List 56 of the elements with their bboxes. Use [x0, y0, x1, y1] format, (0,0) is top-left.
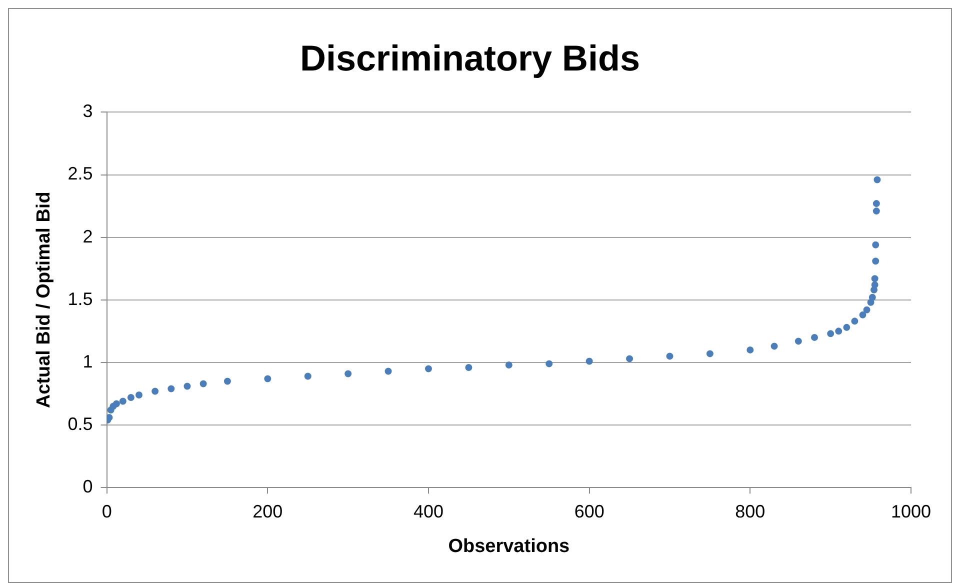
y-tick-label: 1: [82, 351, 93, 372]
point: [344, 370, 352, 378]
point: [872, 258, 880, 265]
chart-title: Discriminatory Bids: [300, 38, 640, 79]
point: [872, 241, 880, 248]
point: [135, 392, 142, 398]
point: [770, 342, 778, 350]
point: [384, 368, 392, 375]
point: [168, 385, 175, 392]
point: [746, 346, 754, 354]
point: [505, 361, 512, 368]
point: [863, 306, 870, 314]
y-tick-label: 2.5: [68, 164, 93, 184]
y-axis-title: Actual Bid / Optimal Bid: [34, 192, 55, 408]
point: [586, 358, 593, 365]
x-tick-label: 600: [574, 501, 604, 522]
point: [119, 398, 126, 405]
y-tick-label: 0.5: [68, 414, 93, 434]
point: [872, 200, 880, 208]
point: [835, 328, 842, 335]
point: [626, 355, 634, 362]
point: [200, 380, 207, 388]
x-axis-title: Observations: [448, 536, 570, 557]
point: [152, 388, 159, 395]
point: [112, 400, 120, 408]
x-tick-label: 200: [252, 501, 283, 522]
point: [106, 414, 113, 422]
point: [546, 360, 553, 368]
point: [304, 372, 312, 380]
x-tick-label: 800: [735, 501, 766, 522]
point: [706, 350, 714, 358]
point: [794, 338, 802, 345]
point: [811, 334, 818, 341]
point: [424, 365, 432, 372]
point: [871, 275, 878, 282]
y-tick-label: 2: [82, 226, 93, 246]
x-tick-label: 400: [413, 501, 444, 522]
point: [224, 378, 231, 385]
point: [465, 364, 472, 371]
point: [871, 281, 878, 288]
point: [851, 318, 858, 325]
y-tick-label: 0: [82, 476, 93, 497]
point: [868, 294, 876, 301]
point: [872, 208, 880, 215]
point: [874, 176, 881, 184]
y-tick-label: 1.5: [68, 288, 93, 309]
point: [666, 352, 674, 360]
point: [843, 324, 850, 331]
point: [827, 330, 834, 338]
point: [264, 375, 272, 382]
y-tick-label: 3: [82, 101, 93, 122]
x-tick-label: 0: [102, 501, 112, 522]
point: [859, 311, 866, 318]
point: [184, 382, 191, 390]
x-tick-label: 1000: [890, 501, 932, 522]
point: [127, 394, 134, 402]
